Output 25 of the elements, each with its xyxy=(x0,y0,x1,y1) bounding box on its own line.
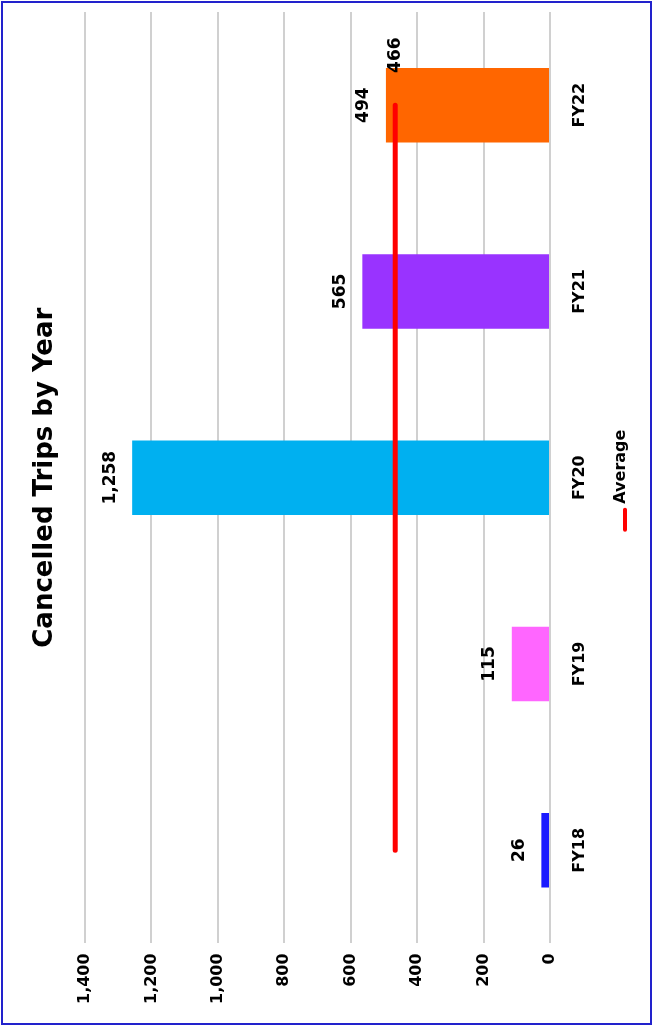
data-label: 494 xyxy=(352,87,373,123)
x-tick-label: 400 xyxy=(406,953,426,987)
y-tick-label: FY21 xyxy=(569,269,589,314)
x-tick-label: 800 xyxy=(273,953,293,987)
data-label: 26 xyxy=(507,838,528,863)
x-tick-label: 0 xyxy=(539,953,559,965)
data-label: 1,258 xyxy=(98,450,119,505)
text: Cancelled Trips by Year xyxy=(27,307,58,648)
y-tick-label: FY22 xyxy=(569,82,589,128)
bar xyxy=(362,254,549,329)
x-tick-label: 600 xyxy=(339,953,359,987)
y-tick-label: FY20 xyxy=(569,455,589,501)
data-label: 115 xyxy=(478,646,499,682)
x-tick-label: 200 xyxy=(472,953,492,987)
data-label: 466 xyxy=(383,37,404,73)
y-tick-label: FY19 xyxy=(569,641,589,687)
data-label: 565 xyxy=(328,273,349,310)
x-tick-label: 1,200 xyxy=(140,953,160,1004)
text: Average xyxy=(610,429,630,504)
bar xyxy=(511,626,549,702)
x-tick-label: 1,400 xyxy=(74,953,94,1004)
bar xyxy=(132,440,549,515)
bar xyxy=(541,813,549,888)
x-tick-label: 1,000 xyxy=(207,953,227,1004)
y-tick-label: FY18 xyxy=(569,827,589,873)
